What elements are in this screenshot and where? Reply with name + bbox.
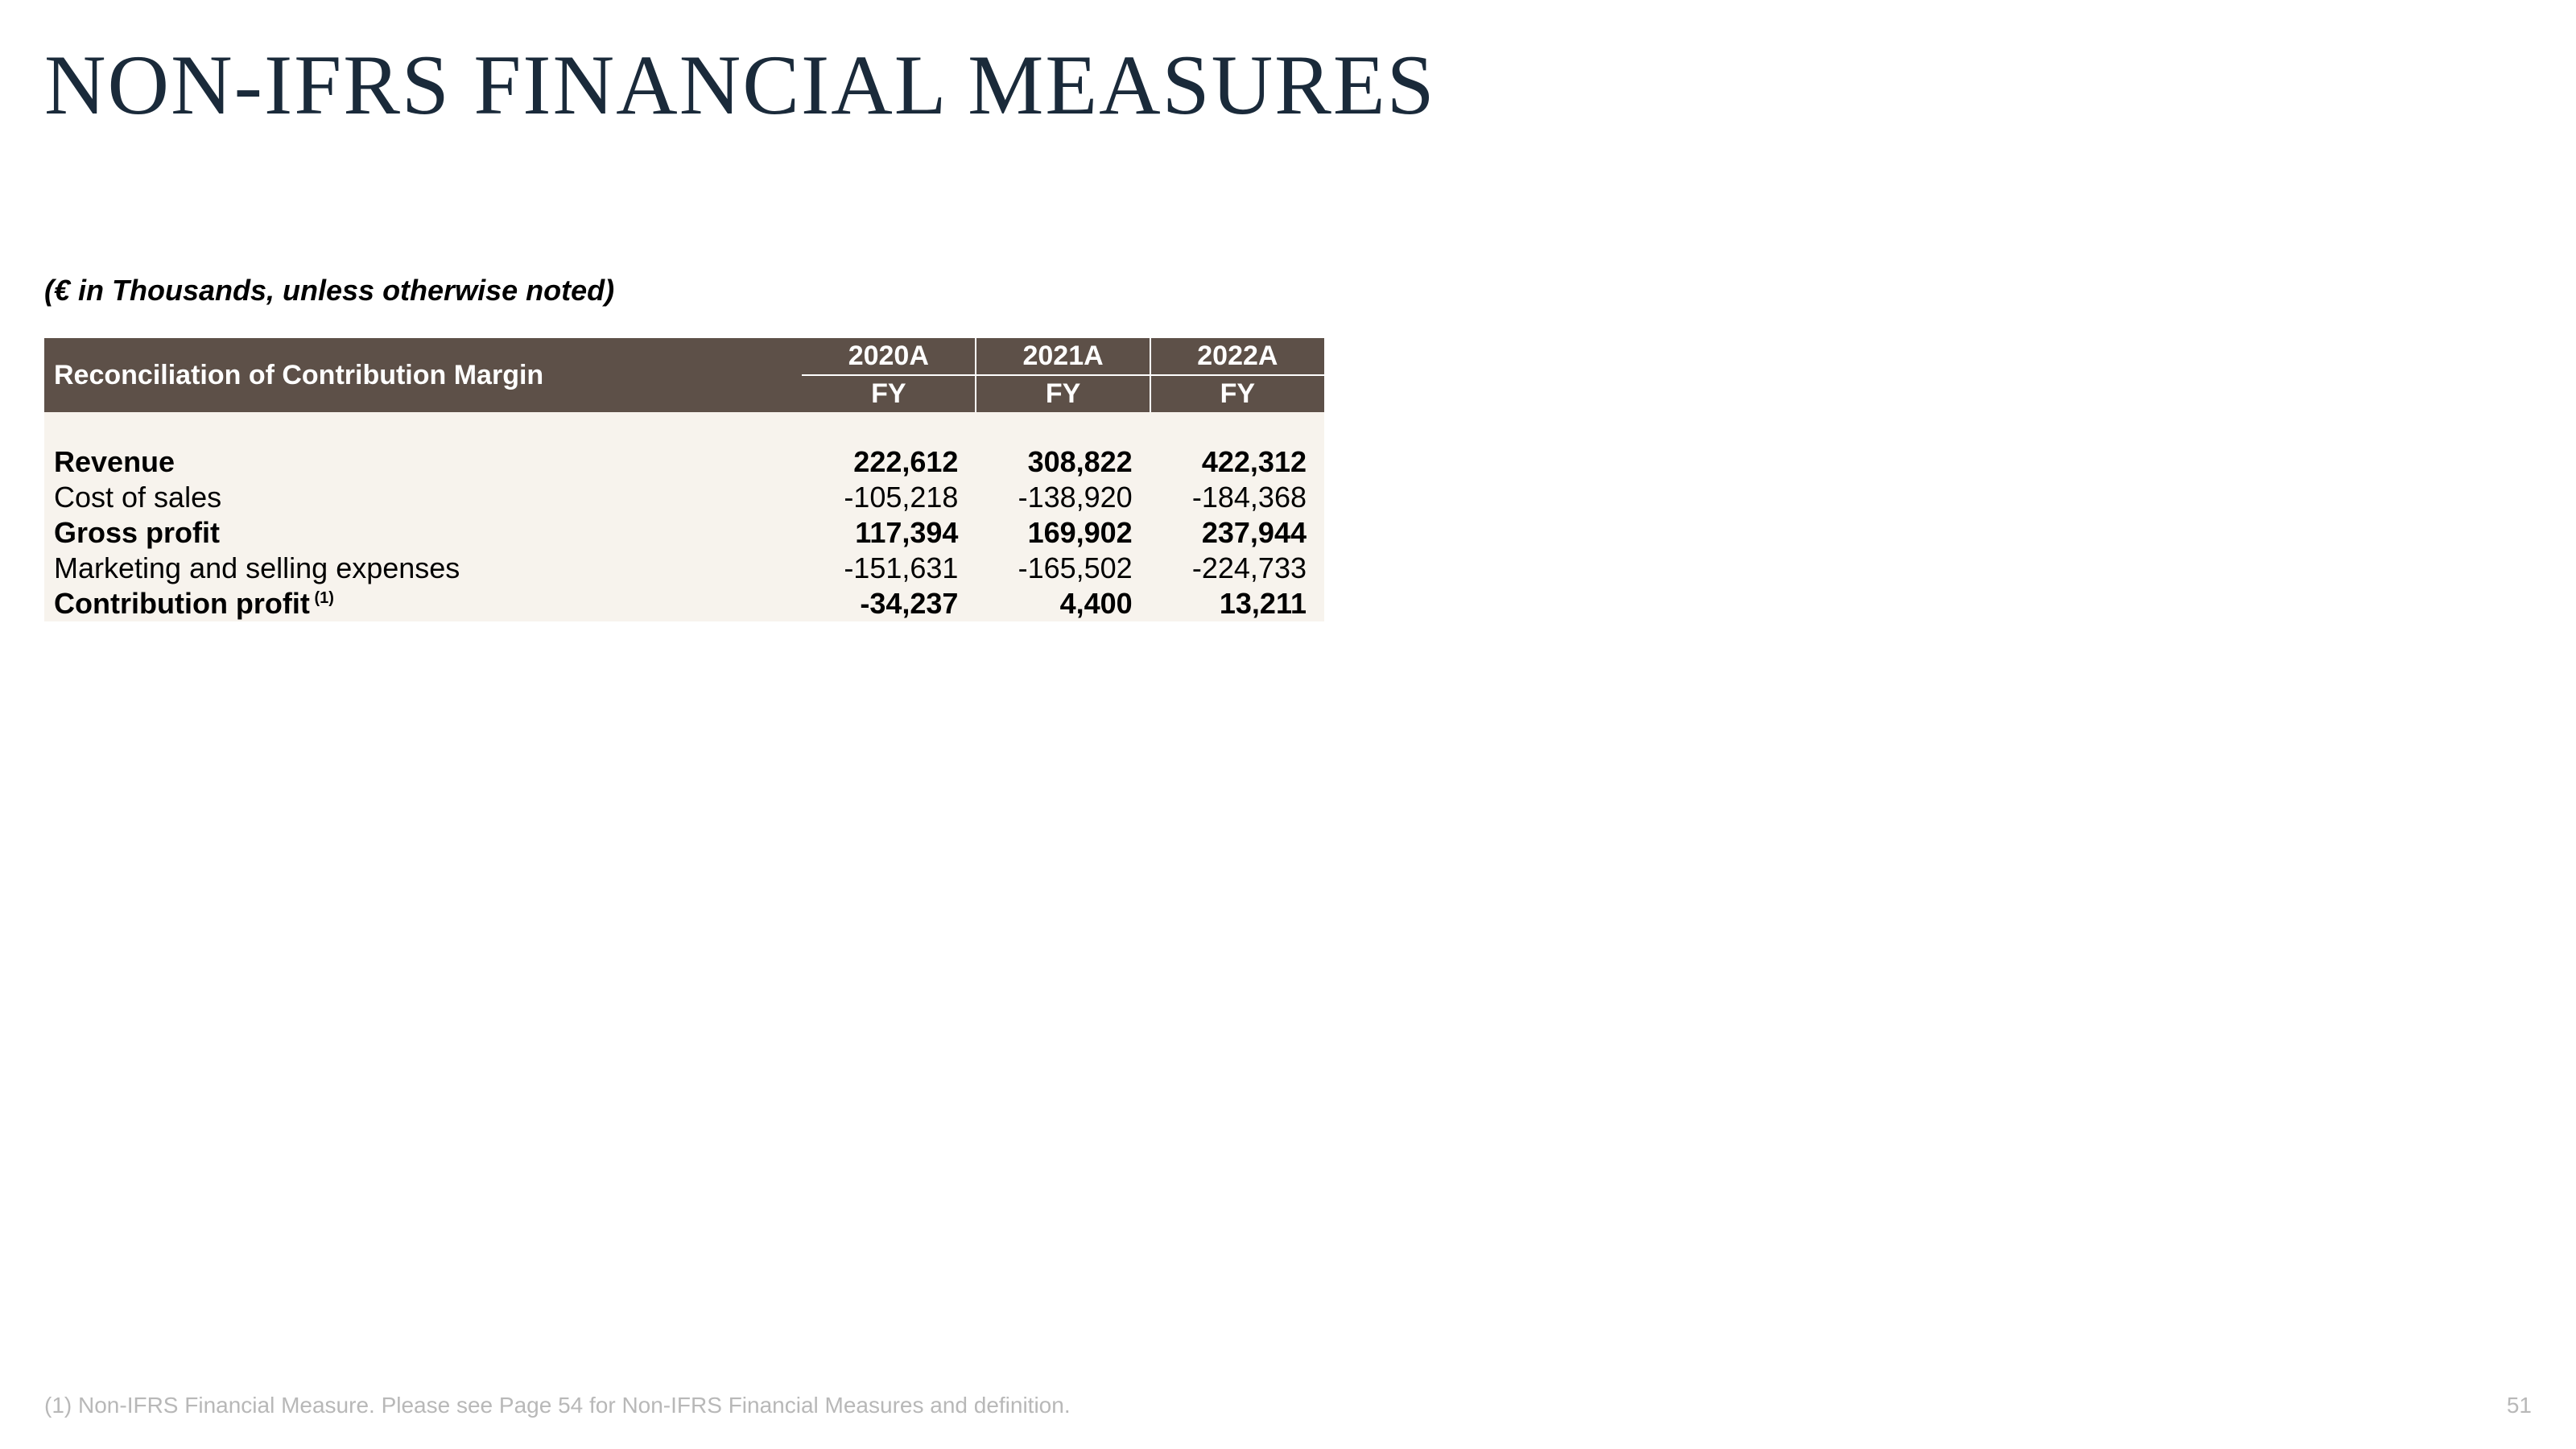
table-row: Gross profit117,394169,902237,944 (44, 515, 1324, 551)
col-year-1: 2021A (976, 338, 1150, 375)
spacer-row (44, 412, 1324, 444)
row-value: 169,902 (976, 515, 1150, 551)
row-value: 222,612 (802, 444, 976, 480)
table-row: Revenue222,612308,822422,312 (44, 444, 1324, 480)
row-label: Marketing and selling expenses (44, 551, 802, 586)
col-period-1: FY (976, 375, 1150, 412)
footnote: (1) Non-IFRS Financial Measure. Please s… (44, 1393, 1071, 1418)
row-value: 4,400 (976, 586, 1150, 621)
table-header-years: Reconciliation of Contribution Margin 20… (44, 338, 1324, 375)
row-value: -138,920 (976, 480, 1150, 515)
table-header-label: Reconciliation of Contribution Margin (44, 338, 802, 412)
row-value: -151,631 (802, 551, 976, 586)
row-value: 422,312 (1150, 444, 1324, 480)
row-label: Contribution profit (1) (44, 586, 802, 621)
col-year-2: 2022A (1150, 338, 1324, 375)
row-value: -184,368 (1150, 480, 1324, 515)
page-title: NON-IFRS FINANCIAL MEASURES (44, 36, 1436, 134)
row-value: -224,733 (1150, 551, 1324, 586)
subtitle: (€ in Thousands, unless otherwise noted) (44, 274, 614, 308)
col-period-2: FY (1150, 375, 1324, 412)
row-value: 117,394 (802, 515, 976, 551)
row-value: -105,218 (802, 480, 976, 515)
table-row: Marketing and selling expenses-151,631-1… (44, 551, 1324, 586)
table-row: Contribution profit (1)-34,2374,40013,21… (44, 586, 1324, 621)
row-value: -34,237 (802, 586, 976, 621)
page-number: 51 (2507, 1393, 2532, 1418)
row-value: 237,944 (1150, 515, 1324, 551)
row-value: -165,502 (976, 551, 1150, 586)
row-value: 308,822 (976, 444, 1150, 480)
reconciliation-table: Reconciliation of Contribution Margin 20… (44, 338, 1324, 621)
row-label: Cost of sales (44, 480, 802, 515)
col-period-0: FY (802, 375, 976, 412)
row-label: Revenue (44, 444, 802, 480)
table-row: Cost of sales-105,218-138,920-184,368 (44, 480, 1324, 515)
col-year-0: 2020A (802, 338, 976, 375)
row-label: Gross profit (44, 515, 802, 551)
row-value: 13,211 (1150, 586, 1324, 621)
